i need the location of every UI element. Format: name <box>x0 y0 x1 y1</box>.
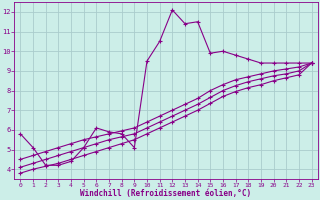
X-axis label: Windchill (Refroidissement éolien,°C): Windchill (Refroidissement éolien,°C) <box>80 189 252 198</box>
